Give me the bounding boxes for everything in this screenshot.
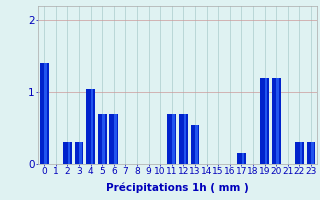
Bar	[265, 78, 268, 164]
Bar	[179, 114, 188, 164]
Bar	[195, 124, 198, 164]
Bar	[109, 114, 118, 164]
Bar	[300, 142, 302, 164]
Bar	[311, 142, 314, 164]
Bar	[102, 114, 105, 164]
Bar	[276, 78, 279, 164]
Bar	[184, 114, 186, 164]
Bar	[75, 142, 83, 164]
Bar	[237, 153, 246, 164]
Bar	[167, 114, 176, 164]
Bar	[260, 78, 269, 164]
Bar	[295, 142, 304, 164]
Bar	[63, 142, 72, 164]
Bar	[44, 63, 47, 164]
Bar	[172, 114, 175, 164]
Bar	[114, 114, 117, 164]
Bar	[98, 114, 107, 164]
Bar	[242, 153, 244, 164]
Bar	[79, 142, 82, 164]
Bar	[307, 142, 315, 164]
Bar	[272, 78, 281, 164]
Bar	[68, 142, 70, 164]
Bar	[91, 89, 93, 164]
Bar	[86, 89, 95, 164]
X-axis label: Précipitations 1h ( mm ): Précipitations 1h ( mm )	[106, 182, 249, 193]
Bar	[40, 63, 49, 164]
Bar	[191, 124, 199, 164]
